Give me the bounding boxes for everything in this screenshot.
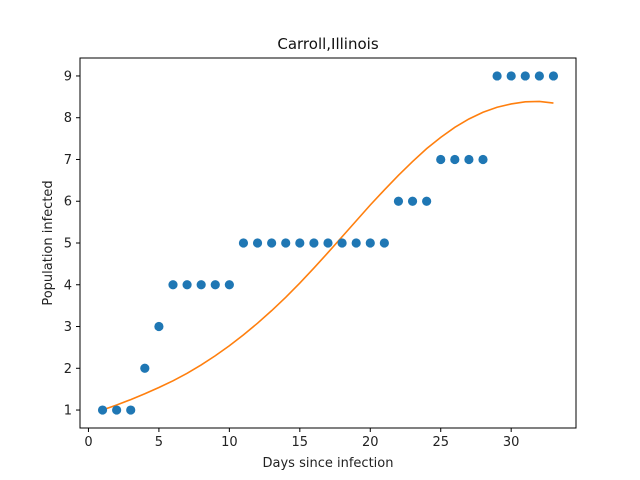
data-point: [337, 238, 347, 248]
y-tick-label: 2: [64, 362, 72, 377]
x-tick-label: 0: [84, 435, 92, 450]
data-point: [112, 405, 122, 415]
data-point: [224, 280, 234, 290]
y-tick-label: 1: [64, 404, 72, 419]
x-tick-label: 10: [221, 435, 238, 450]
data-point: [436, 154, 446, 165]
fit-line: [102, 100, 554, 411]
y-axis: 1 2 3 4 5 6 7 8 9: [64, 69, 80, 419]
data-point: [506, 71, 516, 81]
x-tick-label: 15: [292, 435, 309, 450]
data-point: [154, 321, 164, 332]
x-tick-label: 25: [432, 435, 449, 450]
data-point: [548, 71, 559, 81]
y-tick-label: 8: [64, 111, 72, 126]
data-point: [252, 238, 263, 248]
data-point: [422, 196, 432, 206]
data-point: [309, 238, 319, 248]
data-point: [196, 280, 206, 290]
y-tick-label: 5: [64, 237, 72, 252]
y-tick-label: 3: [64, 320, 72, 335]
y-tick-label: 7: [64, 153, 72, 168]
data-point: [407, 196, 418, 206]
data-point: [126, 405, 136, 415]
data-point: [281, 238, 291, 248]
data-point: [393, 196, 404, 206]
data-point: [210, 280, 220, 290]
y-tick-label: 4: [64, 278, 72, 293]
data-point: [267, 238, 277, 248]
chart-title: Carroll,Illinois: [277, 35, 378, 53]
data-point: [534, 71, 544, 81]
y-tick-label: 6: [64, 195, 72, 210]
data-point: [450, 154, 460, 165]
data-point: [492, 71, 502, 81]
y-tick-label: 9: [64, 69, 72, 84]
x-tick-label: 20: [362, 435, 379, 450]
plot-area: [97, 71, 559, 415]
data-point: [182, 280, 192, 290]
data-point: [351, 238, 361, 248]
data-point: [295, 238, 305, 248]
x-axis-label: Days since infection: [263, 456, 394, 471]
data-point: [140, 363, 150, 373]
data-point: [238, 238, 249, 248]
data-point: [379, 238, 389, 248]
x-axis: 0 5 10 15 20 25 30: [84, 428, 519, 450]
y-axis-label: Population infected: [41, 180, 56, 305]
data-point: [97, 405, 108, 415]
data-point: [365, 238, 375, 248]
data-point: [168, 280, 178, 290]
data-point: [464, 154, 474, 165]
data-point: [478, 154, 488, 165]
data-point: [520, 71, 530, 81]
x-tick-label: 30: [503, 435, 520, 450]
data-point: [323, 238, 333, 248]
x-tick-label: 5: [155, 435, 163, 450]
